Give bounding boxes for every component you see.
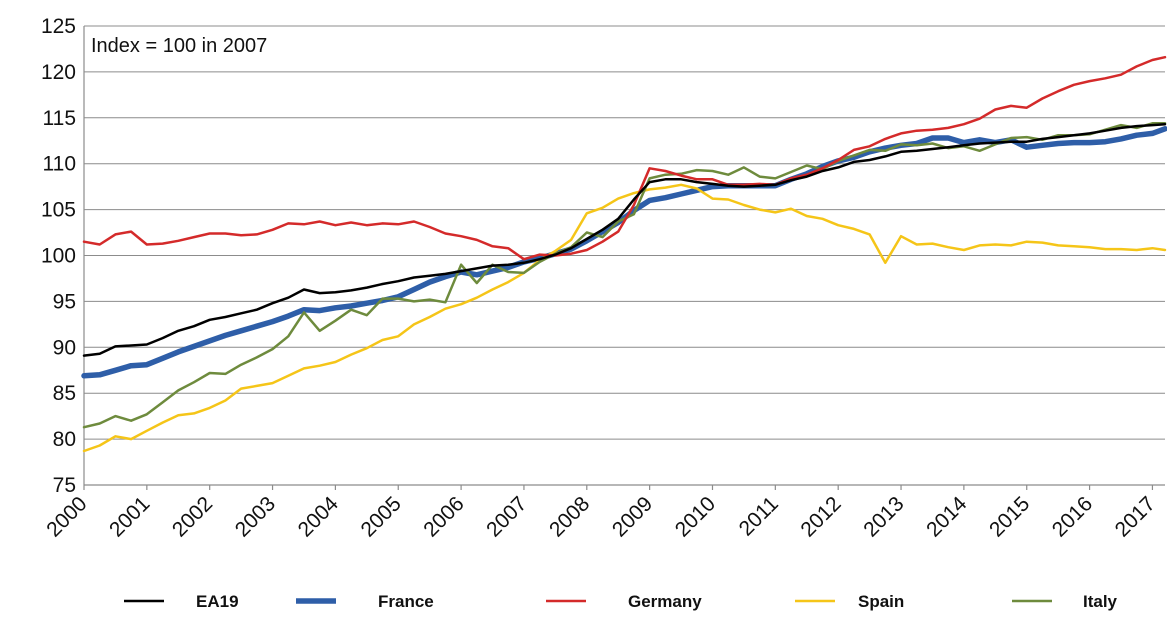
series-line-ea19 xyxy=(82,122,1167,357)
x-tick-label: 2009 xyxy=(608,492,657,541)
x-tick-label: 2001 xyxy=(105,492,154,541)
x-tick-label: 2008 xyxy=(545,492,594,541)
series-line-france xyxy=(81,126,1167,379)
x-tick-label: 2011 xyxy=(735,492,783,540)
x-tick-label: 2002 xyxy=(168,492,217,541)
y-tick-label: 100 xyxy=(41,245,76,268)
index-annotation: Index = 100 in 2007 xyxy=(91,35,267,57)
legend-label-italy: Italy xyxy=(1083,592,1118,611)
legend: EA19 France Germany Spain Italy xyxy=(124,592,1118,611)
x-tick-label: 2017 xyxy=(1111,492,1160,541)
x-tick-label: 2015 xyxy=(985,492,1034,541)
legend-label-ea19: EA19 xyxy=(196,592,239,611)
x-tick-label: 2016 xyxy=(1048,492,1097,541)
legend-label-spain: Spain xyxy=(858,592,904,611)
series-line-spain xyxy=(82,183,1167,453)
x-tick-label: 2005 xyxy=(356,492,405,541)
y-tick-label: 120 xyxy=(41,61,76,84)
x-tick-label: 2003 xyxy=(231,492,280,541)
x-tick-labels: 2000 2001 2002 2003 2004 2005 2006 2007 2008 2009… xyxy=(42,492,1160,542)
x-tick-label: 2000 xyxy=(42,492,91,541)
y-tick-label: 75 xyxy=(53,474,76,497)
gridlines xyxy=(84,25,1165,440)
y-tick-label: 125 xyxy=(41,15,76,38)
series-line-italy xyxy=(82,122,1167,429)
y-tick-label: 115 xyxy=(43,107,76,130)
x-tick-label: 2007 xyxy=(482,492,531,541)
y-tick-label: 80 xyxy=(53,428,76,451)
y-tick-labels: 75 80 85 90 95 100 105 110 115 120 125 xyxy=(41,15,76,497)
x-tick-label: 2006 xyxy=(419,492,468,541)
legend-label-france: France xyxy=(378,592,434,611)
y-tick-label: 95 xyxy=(53,290,76,313)
x-tick-label: 2004 xyxy=(294,492,344,542)
y-tick-label: 85 xyxy=(53,382,76,405)
legend-label-germany: Germany xyxy=(628,592,702,611)
series-line-germany xyxy=(82,55,1167,261)
axes xyxy=(83,26,1165,490)
y-tick-label: 105 xyxy=(41,199,76,222)
x-tick-label: 2014 xyxy=(922,492,972,542)
y-tick-label: 90 xyxy=(53,336,76,359)
x-tick-label: 2013 xyxy=(859,492,908,541)
series-lines xyxy=(81,55,1167,453)
y-tick-label: 110 xyxy=(43,153,76,176)
x-tick-label: 2010 xyxy=(671,492,720,541)
x-tick-label: 2012 xyxy=(796,492,845,541)
